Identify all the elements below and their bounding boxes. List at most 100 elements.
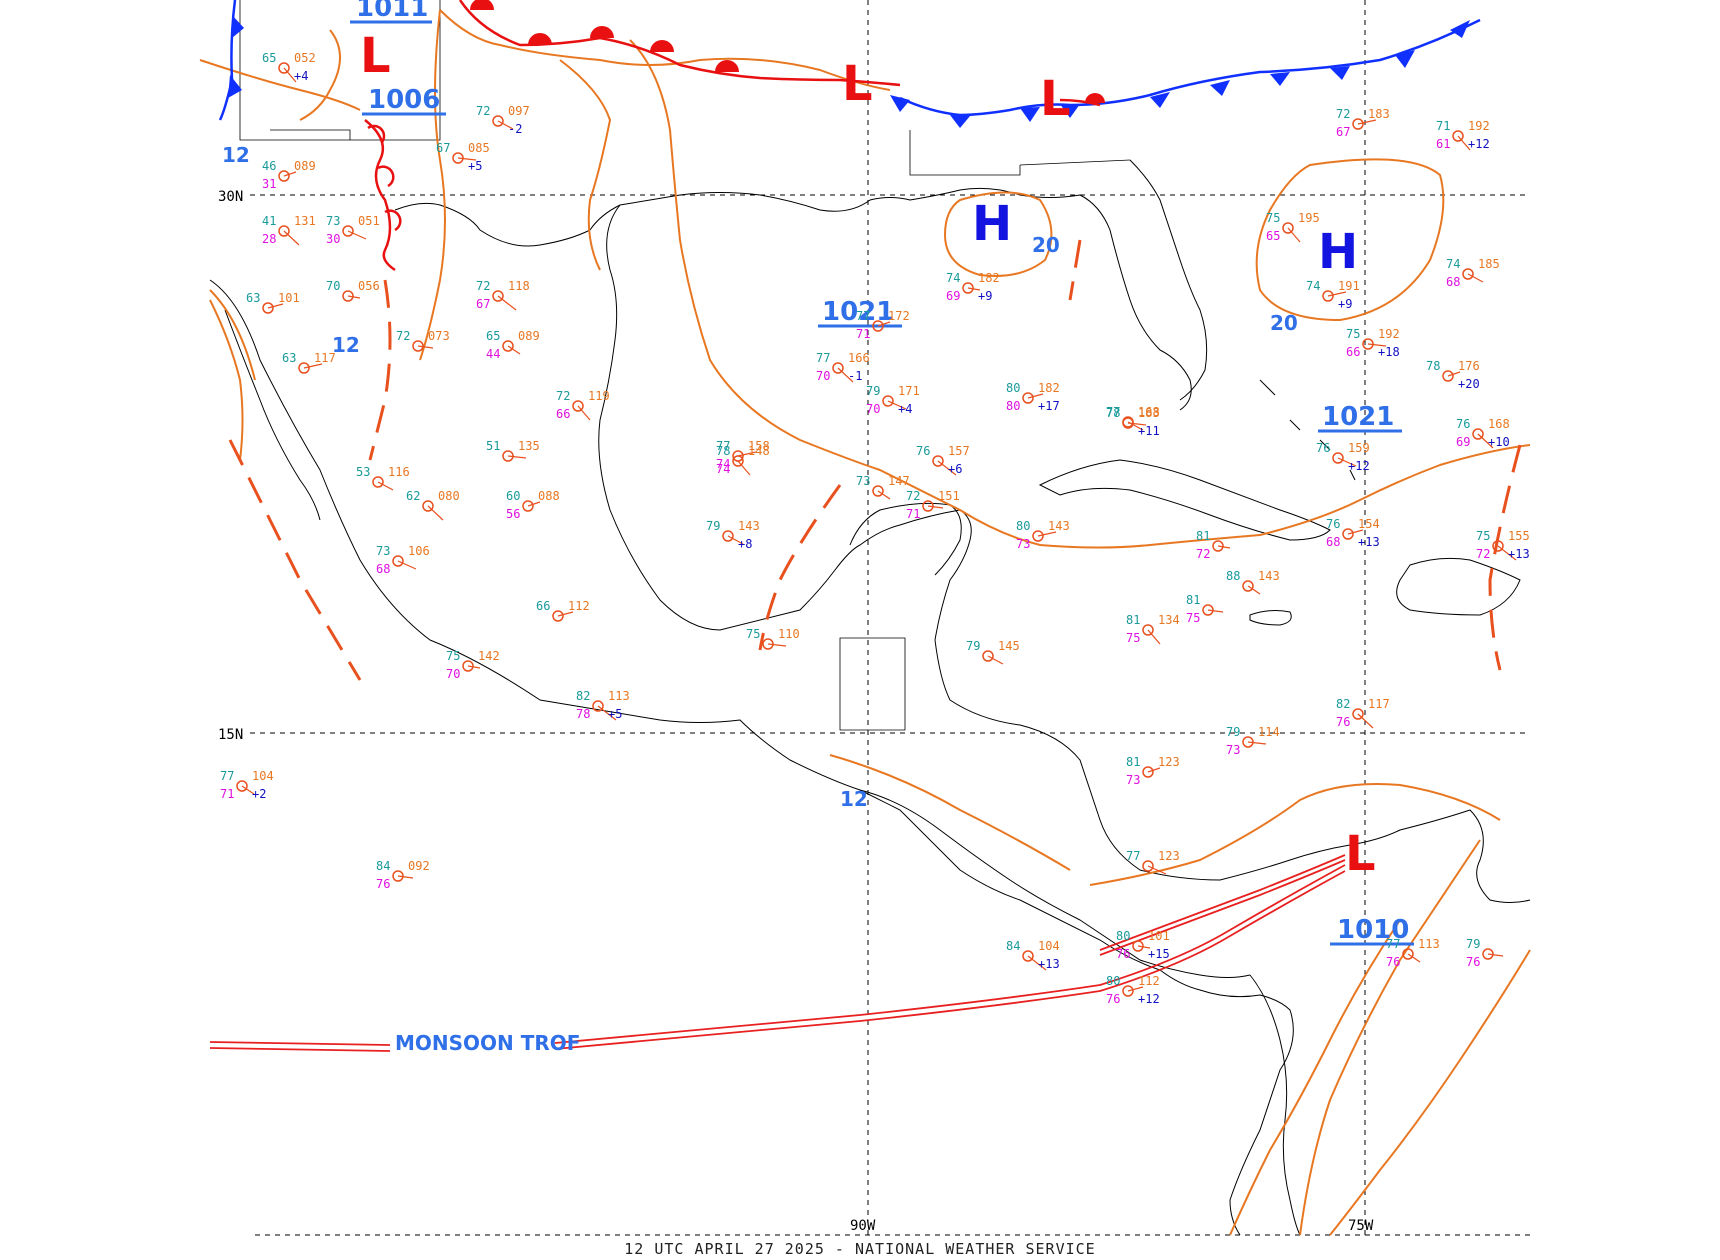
- station-dewpoint: 71: [856, 327, 870, 341]
- low-center-colombia: L: [1345, 826, 1376, 882]
- station-pressure-tendency: +13: [1038, 957, 1060, 971]
- station-pressure: 056: [358, 279, 380, 293]
- station-temperature: 76: [1456, 417, 1470, 431]
- dashed-troughs: [228, 239, 1522, 681]
- wind-barb: [1447, 371, 1461, 377]
- station-pressure: 158: [748, 439, 770, 453]
- low-center-texas: L: [360, 28, 391, 84]
- station-pressure-tendency: +4: [294, 69, 308, 83]
- high-center-atlantic: H: [1318, 224, 1358, 280]
- station-dewpoint: 74: [716, 457, 730, 471]
- station-circle: [1132, 940, 1144, 952]
- isobar-label: 20: [1270, 311, 1298, 335]
- station-dewpoint: 68: [1326, 535, 1340, 549]
- station-plot: 72 119 66: [556, 389, 610, 421]
- station-plot: 77 172 71: [856, 309, 910, 341]
- pressure-label-1010: 1010: [1337, 915, 1409, 945]
- station-temperature: 77: [816, 351, 830, 365]
- wind-barb: [1027, 393, 1044, 399]
- station-dewpoint: 75: [1186, 611, 1200, 625]
- station-pressure: 183: [1138, 406, 1160, 420]
- monsoon-trough: [209, 854, 1346, 1052]
- isobar-label: 12: [222, 143, 250, 167]
- pressure-label-1021-gulf: 1021: [822, 297, 894, 327]
- station-dewpoint: 70: [446, 667, 460, 681]
- station-circle: [1022, 392, 1034, 404]
- wind-barb: [397, 560, 417, 570]
- station-circle: [1472, 428, 1484, 440]
- station-pressure: 159: [1348, 441, 1370, 455]
- station-temperature: 81: [1186, 593, 1200, 607]
- station-temperature: 81: [1126, 755, 1140, 769]
- station-pressure-tendency: +5: [608, 707, 622, 721]
- station-pressure: 195: [1298, 211, 1320, 225]
- station-pressure: 176: [1458, 359, 1480, 373]
- isobar-label: 12: [332, 333, 360, 357]
- station-pressure-tendency: -2: [508, 122, 522, 136]
- station-circle: [1442, 370, 1454, 382]
- station-circle: [236, 780, 248, 792]
- low-center-louisiana: L: [842, 56, 873, 112]
- wind-barb: [1037, 531, 1057, 537]
- station-pressure: 051: [358, 214, 380, 228]
- station-temperature: 75: [746, 627, 760, 641]
- station-pressure: 117: [1368, 697, 1390, 711]
- station-pressure: 192: [1378, 327, 1400, 341]
- wind-barb: [347, 230, 367, 240]
- wind-barb: [283, 67, 297, 83]
- station-plot: 67 085 +5: [436, 141, 490, 173]
- station-circle: [412, 340, 424, 352]
- station-circle: [1022, 950, 1034, 962]
- station-circle: [832, 362, 844, 374]
- station-pressure: 143: [738, 519, 760, 533]
- station-plot: 74 185 68: [1446, 257, 1500, 289]
- station-pressure: 097: [508, 104, 530, 118]
- station-temperature: 75: [446, 649, 460, 663]
- station-pressure-tendency: +10: [1488, 435, 1510, 449]
- station-pressure: 117: [314, 351, 336, 365]
- wind-barb: [937, 460, 957, 476]
- station-dewpoint: 66: [1346, 345, 1360, 359]
- station-pressure: 155: [1508, 529, 1530, 543]
- station-temperature: 63: [246, 291, 260, 305]
- station-pressure: 185: [1478, 257, 1500, 271]
- wind-barb: [1207, 609, 1224, 613]
- station-pressure: 088: [538, 489, 560, 503]
- station-temperature: 82: [1336, 697, 1350, 711]
- station-temperature: 76: [916, 444, 930, 458]
- station-pressure-tendency: +2: [252, 787, 266, 801]
- station-dewpoint: 74: [716, 462, 730, 476]
- isobar-label: 20: [1032, 233, 1060, 257]
- station-dewpoint: 69: [1456, 435, 1470, 449]
- station-temperature: 81: [1196, 529, 1210, 543]
- station-pressure: 073: [428, 329, 450, 343]
- station-circle: [722, 530, 734, 542]
- station-dewpoint: 75: [1126, 631, 1140, 645]
- wind-barb: [457, 157, 477, 161]
- monsoon-trough-label: MONSOON TROF: [395, 1031, 580, 1055]
- station-temperature: 73: [376, 544, 390, 558]
- station-plot: 62 080: [406, 489, 460, 521]
- station-dewpoint: 72: [1196, 547, 1210, 561]
- pressure-label-1011: 1011: [356, 0, 428, 23]
- station-pressure: 112: [568, 599, 590, 613]
- wind-barb: [877, 490, 891, 500]
- wind-barb: [737, 451, 757, 457]
- coastlines: [209, 159, 1531, 1236]
- station-pressure: 183: [1368, 107, 1390, 121]
- station-circle: [1482, 948, 1494, 960]
- station-temperature: 74: [1306, 279, 1320, 293]
- station-dewpoint: 76: [1336, 715, 1350, 729]
- station-pressure: 116: [388, 465, 410, 479]
- pressure-centers: H H L L L L 1021 1021 1006 1011 1010: [350, 0, 1414, 946]
- station-temperature: 76: [1326, 517, 1340, 531]
- station-plot: 51 135: [486, 439, 540, 462]
- station-temperature: 80: [1006, 381, 1020, 395]
- station-plot: 74 182 69 +9: [946, 271, 1000, 303]
- station-temperature: 72: [476, 104, 490, 118]
- station-plot: 80 101 76 +15: [1116, 929, 1170, 961]
- station-circle: [342, 290, 354, 302]
- station-circle: [392, 870, 404, 882]
